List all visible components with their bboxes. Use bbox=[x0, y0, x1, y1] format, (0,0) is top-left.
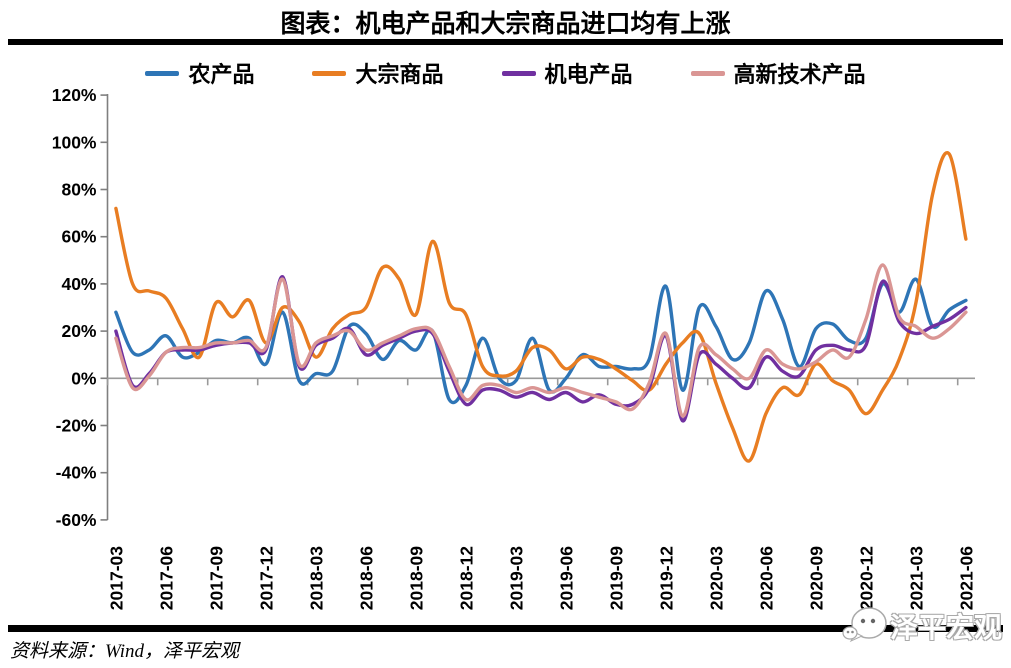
legend-label: 机电产品 bbox=[544, 62, 633, 87]
legend-item-high-tech-products: 高新技术产品 bbox=[690, 57, 866, 89]
series-line-commodities bbox=[114, 150, 968, 463]
y-axis-label: 100% bbox=[52, 132, 97, 152]
y-axis-label: 120% bbox=[52, 85, 97, 105]
x-axis-label: 2019-12 bbox=[656, 546, 676, 610]
legend-swatch-mechanical-electrical-products bbox=[501, 70, 536, 76]
legend-item-agricultural-products: 农产品 bbox=[145, 57, 254, 89]
y-axis-label: 80% bbox=[61, 180, 96, 200]
x-axis-label: 2021-03 bbox=[906, 546, 926, 610]
x-axis-label: 2019-03 bbox=[506, 546, 526, 610]
x-axis-label: 2018-06 bbox=[356, 546, 376, 610]
watermark: 泽平宏观 bbox=[842, 603, 1010, 649]
series-line-high-tech-products bbox=[114, 263, 968, 418]
chart-legend: 农产品 大宗商品 机电产品 高新技术产品 bbox=[0, 57, 1011, 89]
legend-label: 农产品 bbox=[188, 62, 255, 87]
bottom-divider bbox=[8, 625, 1003, 632]
x-axis-label: 2020-12 bbox=[856, 546, 876, 610]
x-axis-label: 2017-09 bbox=[206, 546, 226, 610]
x-axis-label: 2019-06 bbox=[556, 546, 576, 610]
y-axis-label: -20% bbox=[56, 416, 97, 436]
top-divider bbox=[8, 39, 1003, 45]
legend-swatch-high-tech-products bbox=[690, 70, 725, 76]
y-axis-label: -40% bbox=[56, 463, 97, 483]
x-axis-label: 2020-09 bbox=[806, 546, 826, 610]
y-axis-label: 40% bbox=[61, 274, 96, 294]
x-axis-label: 2021-06 bbox=[956, 546, 976, 610]
y-axis-label: 0% bbox=[71, 368, 97, 388]
legend-item-commodities: 大宗商品 bbox=[312, 57, 444, 89]
x-axis-label: 2018-03 bbox=[306, 546, 326, 610]
y-axis-label: 60% bbox=[61, 227, 96, 247]
x-axis-label: 2017-06 bbox=[156, 546, 176, 610]
x-axis-label: 2020-03 bbox=[706, 546, 726, 610]
x-axis-label: 2018-09 bbox=[406, 546, 426, 610]
wechat-bubble-icon bbox=[842, 607, 887, 643]
x-axis-label: 2018-12 bbox=[456, 546, 476, 610]
legend-item-mechanical-electrical-products: 机电产品 bbox=[501, 57, 633, 89]
source-note: 资料来源：Wind，泽平宏观 bbox=[10, 641, 240, 662]
watermark-text: 泽平宏观 bbox=[890, 613, 1003, 644]
series-line-agricultural-products bbox=[114, 277, 968, 405]
x-axis-label: 2020-06 bbox=[756, 546, 776, 610]
x-axis-label: 2019-09 bbox=[606, 546, 626, 610]
x-axis-label: 2017-12 bbox=[256, 546, 276, 610]
series-line-mechanical-electrical-products bbox=[114, 275, 968, 423]
y-axis-label: 20% bbox=[61, 321, 96, 341]
legend-label: 高新技术产品 bbox=[733, 62, 866, 87]
legend-swatch-agricultural-products bbox=[145, 70, 180, 76]
chart-title: 图表：机电产品和大宗商品进口均有上涨 bbox=[280, 11, 731, 38]
legend-label: 大宗商品 bbox=[355, 62, 444, 87]
y-axis-label: -60% bbox=[56, 510, 97, 530]
x-axis-label: 2017-03 bbox=[106, 546, 126, 610]
legend-swatch-commodities bbox=[312, 70, 347, 76]
